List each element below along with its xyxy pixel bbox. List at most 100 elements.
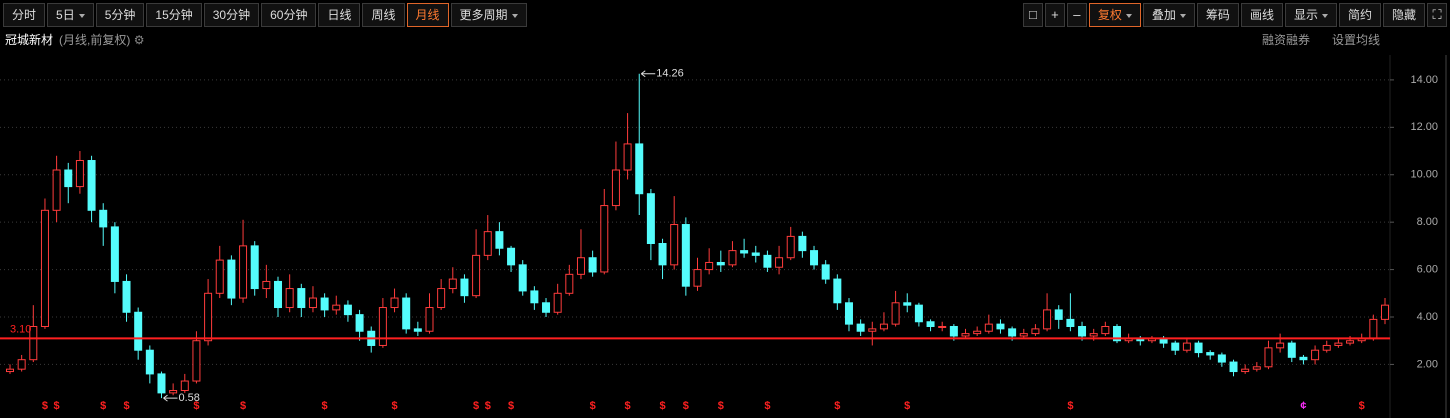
candle-body (518, 264, 527, 292)
candle-body (1112, 325, 1121, 342)
event-marker: $ (1359, 400, 1365, 412)
candle-body (507, 247, 516, 266)
candle-body (914, 304, 923, 323)
candle-body (122, 280, 131, 313)
event-marker: $ (764, 400, 770, 412)
period-button[interactable]: 月线 (406, 3, 449, 27)
candle-body (600, 205, 609, 273)
candle-body (6, 368, 14, 373)
candle-body (274, 280, 283, 309)
candle-body (1276, 342, 1285, 349)
period-button[interactable]: 分时 (3, 3, 46, 27)
period-button[interactable]: 60分钟 (261, 3, 317, 27)
chart: 2.00 4.00 6.00 8.00 10.00 12.00 14.00 $ $ $ $ $ $ $ $ $… (0, 55, 1447, 418)
candle-body (879, 323, 888, 330)
tool-button[interactable]: 画线 (1240, 3, 1283, 27)
period-button[interactable]: 5日 (47, 3, 94, 27)
candle-body (623, 143, 632, 171)
candle-body (973, 330, 982, 335)
event-marker: $ (240, 400, 246, 412)
event-marker: $ (1067, 400, 1073, 412)
candle-body (565, 273, 574, 294)
candle-body (157, 373, 166, 394)
event-marker: $ (193, 400, 199, 412)
candle-body (775, 257, 784, 268)
candle-body (87, 160, 96, 211)
candle-body (1054, 309, 1063, 320)
candle-body (833, 278, 842, 304)
candle-body (961, 333, 970, 337)
tool-button[interactable]: 复权 (1088, 3, 1141, 27)
period-button[interactable]: 15分钟 (146, 3, 202, 27)
max-label: 14.26 (656, 68, 684, 80)
candle-body (1241, 368, 1250, 373)
header-link[interactable]: 融资融券 (1261, 33, 1310, 47)
settings-icon[interactable]: ⚙ (133, 33, 145, 47)
candle-body (844, 302, 853, 325)
header-link[interactable]: 设置均线 (1331, 33, 1380, 47)
zoom-in-icon[interactable]: + (1044, 3, 1065, 27)
candle-body (1346, 340, 1355, 344)
candle-body (1066, 318, 1075, 327)
event-marker: $ (54, 400, 60, 412)
candle-body (681, 224, 690, 287)
candle-body (320, 297, 329, 311)
event-marker: $ (508, 400, 514, 412)
candle-body (530, 290, 539, 304)
candle-body (192, 340, 201, 382)
period-button[interactable]: 更多周期 (450, 3, 527, 27)
zoom-out-icon[interactable]: – (1066, 3, 1087, 27)
tool-button[interactable]: 隐藏 (1382, 3, 1425, 27)
event-marker: $ (123, 400, 129, 412)
candle-body (1287, 342, 1296, 358)
candle-body (332, 304, 341, 311)
tool-button[interactable]: 叠加 (1142, 3, 1195, 27)
min-label: 0.58 (178, 392, 199, 404)
candle-body (413, 328, 422, 332)
event-marker: $ (322, 400, 328, 412)
event-marker: $ (473, 400, 479, 412)
event-marker: $ (683, 400, 689, 412)
candle-body (390, 297, 399, 309)
tool-button[interactable]: 筹码 (1196, 3, 1239, 27)
period-button[interactable]: 30分钟 (203, 3, 260, 27)
period-button[interactable]: 周线 (362, 3, 405, 27)
candle-body (891, 302, 900, 325)
candle-body (250, 245, 259, 290)
candle-body (425, 307, 434, 332)
candle-body (1381, 304, 1389, 320)
candle-body (110, 226, 119, 282)
candle-body (402, 297, 411, 330)
candle-body (670, 224, 679, 266)
period-button[interactable]: 日线 (318, 3, 361, 27)
candle-body (448, 278, 457, 290)
tool-button[interactable]: 简约 (1338, 3, 1381, 27)
candle-body (1194, 342, 1203, 354)
event-marker: $ (100, 400, 106, 412)
candle-body (1182, 342, 1191, 351)
period-button[interactable]: 5分钟 (95, 3, 145, 27)
candle-body (169, 390, 178, 394)
candle-body (227, 259, 236, 299)
candle-body (868, 328, 877, 332)
candle-body (1217, 354, 1226, 363)
candle-body (1089, 333, 1098, 337)
fullscreen-icon[interactable]: ⛶ (1427, 3, 1447, 27)
candle-body (29, 325, 38, 361)
tool-button[interactable]: 显示 (1284, 3, 1337, 27)
event-marker: $ (659, 400, 665, 412)
candle-body (798, 235, 807, 252)
candle-body (810, 250, 819, 266)
reference-label: 3.10 (10, 323, 31, 335)
candle-body (378, 307, 387, 346)
stock-header: 冠城新材 (月线,前复权) ⚙ (5, 31, 144, 48)
candle-body (926, 321, 935, 327)
event-marker: $ (42, 400, 48, 412)
candle-body (646, 193, 655, 245)
candle-body (1031, 328, 1040, 335)
candle-body (1043, 309, 1052, 330)
candle-body (740, 250, 749, 254)
event-marker: $ (391, 400, 397, 412)
lock-icon[interactable]: □ (1022, 3, 1043, 27)
tool-buttons: □ + – 复权 叠加 筹码 画线 显示 简约 隐藏 ⛶ (1022, 3, 1447, 27)
